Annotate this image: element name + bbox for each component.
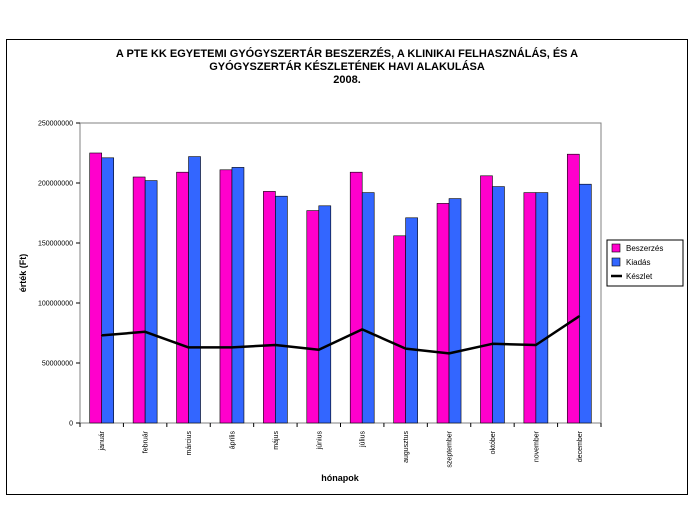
line-point: [100, 334, 103, 337]
legend-label-beszerzés: Beszerzés: [626, 244, 663, 253]
bar-beszerzés: [263, 191, 276, 424]
x-tick-label: január: [99, 430, 106, 451]
bar-beszerzés: [306, 210, 320, 424]
bar-kiadás: [231, 167, 245, 424]
y-tick-label: 200000000: [38, 181, 73, 188]
bars-group: [89, 152, 592, 424]
legend: Beszerzés Kiadás Készlet: [606, 239, 684, 287]
bar-beszerzés: [523, 192, 537, 424]
line-point: [448, 352, 450, 355]
y-axis-title: érték (Ft): [18, 254, 28, 293]
x-tick-label: október: [490, 430, 497, 454]
legend-label-kiadás: Kiadás: [626, 258, 650, 267]
x-tick-label: február: [143, 430, 150, 453]
x-tick-label: december: [577, 430, 584, 462]
chart-title-line-1: A PTE KK EGYETEMI GYÓGYSZERTÁR BESZERZÉS…: [115, 48, 579, 60]
line-point: [231, 346, 233, 349]
bar-kiadás: [578, 183, 592, 424]
bar-kiadás: [188, 156, 201, 424]
bar-kiadás: [492, 186, 505, 424]
bar-kiadás: [101, 157, 115, 424]
line-point: [361, 328, 364, 331]
bar-beszerzés: [566, 153, 580, 424]
bar-beszerzés: [176, 171, 189, 424]
plot-area: [79, 122, 602, 424]
bar-beszerzés: [393, 235, 406, 424]
line-point: [535, 344, 537, 346]
y-tick-label: 100000000: [38, 301, 73, 308]
x-tick-label: augusztus: [403, 431, 410, 463]
x-tick-label: május: [273, 431, 280, 450]
x-axis: január február március április május június jú…: [79, 423, 602, 468]
x-tick-label: szeptember: [447, 430, 454, 467]
x-tick-label: november: [533, 430, 540, 462]
x-tick-label: március: [186, 431, 193, 456]
y-tick-label: 50000000: [42, 361, 73, 368]
bar-kiadás: [448, 198, 462, 424]
line-point: [317, 349, 320, 351]
chart-title-line-2: GYÓGYSZERTÁR KÉSZLETÉNEK HAVI ALAKULÁSA: [209, 61, 485, 73]
x-tick-label: július: [360, 431, 367, 448]
line-group: [100, 315, 581, 355]
line-point: [404, 347, 407, 350]
bar-kiadás: [405, 217, 418, 424]
y-tick-label: 150000000: [38, 241, 73, 248]
line-point: [491, 343, 494, 345]
line-point: [274, 344, 277, 346]
line-point: [144, 331, 146, 333]
chart-title-line-3: 2008.: [333, 74, 361, 86]
legend-label-készlet: Készlet: [626, 272, 653, 281]
bar-beszerzés: [219, 169, 233, 424]
legend-swatch-beszerzés: [611, 243, 621, 253]
bar-kiadás: [144, 180, 158, 424]
bar-beszerzés: [89, 152, 103, 424]
x-tick-label: április: [229, 431, 236, 450]
bar-kiadás: [275, 195, 288, 424]
bar-beszerzés: [132, 176, 146, 424]
line-point: [187, 346, 190, 349]
line-point: [578, 315, 581, 318]
bar-beszerzés: [436, 203, 450, 424]
y-tick-label: 250000000: [38, 121, 73, 128]
bar-kiadás: [535, 192, 549, 424]
x-axis-title: hónapok: [321, 473, 359, 483]
bar-kiadás: [361, 192, 375, 424]
y-tick-label: 0: [69, 421, 73, 428]
series-line-készlet: [101, 315, 580, 355]
legend-swatch-kiadás: [611, 257, 621, 267]
bar-beszerzés: [349, 171, 363, 424]
chart-title: A PTE KK EGYETEMI GYÓGYSZERTÁR BESZERZÉS…: [6, 48, 688, 87]
y-axis: 0 50000000 100000000 150000000 200000000 2500…: [38, 121, 80, 428]
bar-kiadás: [318, 205, 332, 424]
x-tick-label: június: [316, 431, 323, 451]
bar-beszerzés: [480, 175, 493, 424]
